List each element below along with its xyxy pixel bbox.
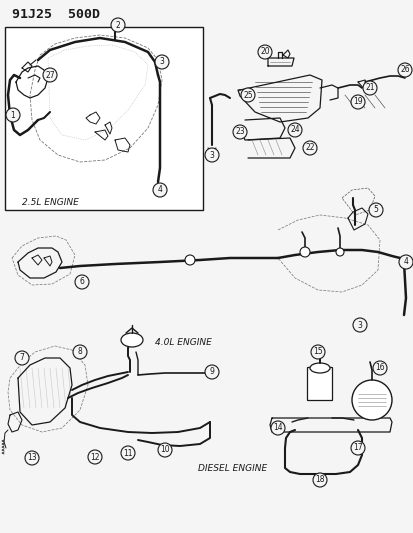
Circle shape [158,443,171,457]
Circle shape [397,63,411,77]
Circle shape [185,255,195,265]
Text: 27: 27 [45,70,55,79]
Text: 26: 26 [399,66,409,75]
Circle shape [287,123,301,137]
Text: 4: 4 [157,185,162,195]
Circle shape [88,450,102,464]
Text: 18: 18 [314,475,324,484]
Circle shape [240,88,254,102]
Circle shape [204,365,218,379]
Circle shape [73,345,87,359]
Circle shape [153,183,166,197]
Text: 5: 5 [373,206,377,214]
Circle shape [335,248,343,256]
Circle shape [25,451,39,465]
Circle shape [312,473,326,487]
Text: 3: 3 [209,150,214,159]
Circle shape [310,345,324,359]
Text: 1: 1 [11,110,15,119]
Text: 22: 22 [304,143,314,152]
Text: 13: 13 [27,454,37,463]
Text: 4: 4 [403,257,408,266]
Text: 91J25  500D: 91J25 500D [12,8,100,21]
Circle shape [233,125,247,139]
Text: 6: 6 [79,278,84,287]
Circle shape [121,446,135,460]
Circle shape [372,361,386,375]
Text: 3: 3 [159,58,164,67]
Text: 16: 16 [374,364,384,373]
FancyBboxPatch shape [307,367,332,400]
Circle shape [352,318,366,332]
Text: 23: 23 [235,127,244,136]
Text: 8: 8 [78,348,82,357]
Circle shape [398,255,412,269]
Circle shape [351,380,391,420]
Circle shape [43,68,57,82]
Circle shape [154,55,169,69]
Circle shape [75,275,89,289]
Text: 17: 17 [352,443,362,453]
Circle shape [6,108,20,122]
Text: 24: 24 [290,125,299,134]
Text: 2.5L ENGINE: 2.5L ENGINE [22,198,79,207]
Circle shape [350,441,364,455]
Circle shape [368,203,382,217]
Circle shape [257,45,271,59]
Circle shape [204,148,218,162]
Ellipse shape [309,363,329,373]
Text: 25: 25 [242,91,252,100]
Circle shape [350,95,364,109]
Circle shape [302,141,316,155]
Text: 2: 2 [115,20,120,29]
Circle shape [362,81,376,95]
Circle shape [271,421,284,435]
Text: 15: 15 [312,348,322,357]
Bar [5,27,202,210]
Text: 20: 20 [259,47,269,56]
Text: 10: 10 [160,446,169,455]
Ellipse shape [121,333,142,347]
Circle shape [299,247,309,257]
Circle shape [15,351,29,365]
Text: 9: 9 [209,367,214,376]
Text: 11: 11 [123,448,133,457]
Text: 3: 3 [357,320,361,329]
Text: 4.0L ENGINE: 4.0L ENGINE [154,338,211,347]
Text: 14: 14 [273,424,282,432]
Text: 21: 21 [364,84,374,93]
Circle shape [111,18,125,32]
Text: 19: 19 [352,98,362,107]
Text: DIESEL ENGINE: DIESEL ENGINE [197,464,267,473]
Text: 7: 7 [19,353,24,362]
Text: 12: 12 [90,453,100,462]
